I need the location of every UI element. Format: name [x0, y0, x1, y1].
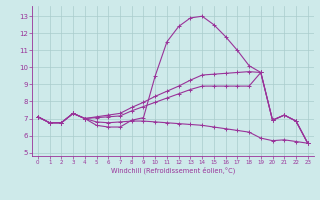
X-axis label: Windchill (Refroidissement éolien,°C): Windchill (Refroidissement éolien,°C) — [111, 167, 235, 174]
